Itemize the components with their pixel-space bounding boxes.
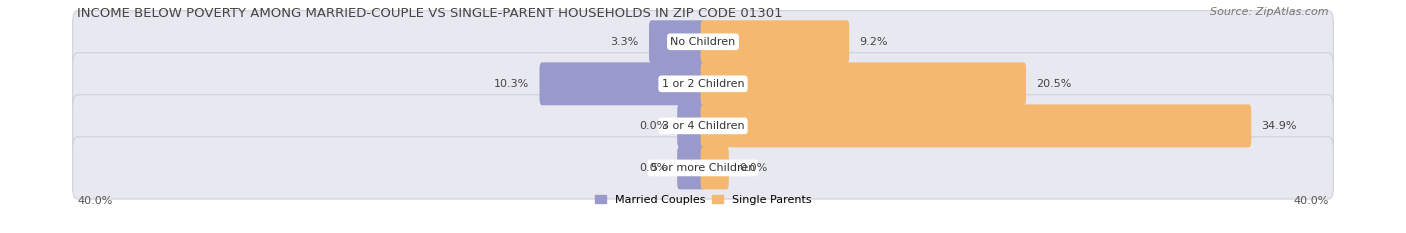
FancyBboxPatch shape <box>73 11 1333 73</box>
FancyBboxPatch shape <box>73 137 1333 199</box>
Text: 34.9%: 34.9% <box>1261 121 1296 131</box>
FancyBboxPatch shape <box>73 53 1333 115</box>
Text: 5 or more Children: 5 or more Children <box>651 163 755 173</box>
FancyBboxPatch shape <box>678 147 706 189</box>
Text: 40.0%: 40.0% <box>1294 196 1329 206</box>
FancyBboxPatch shape <box>73 95 1333 157</box>
Text: 10.3%: 10.3% <box>494 79 530 89</box>
Text: 20.5%: 20.5% <box>1036 79 1071 89</box>
Text: 0.0%: 0.0% <box>740 163 768 173</box>
Text: 1 or 2 Children: 1 or 2 Children <box>662 79 744 89</box>
Legend: Married Couples, Single Parents: Married Couples, Single Parents <box>595 195 811 205</box>
FancyBboxPatch shape <box>700 104 1251 147</box>
FancyBboxPatch shape <box>678 104 706 147</box>
FancyBboxPatch shape <box>700 20 849 63</box>
Text: 0.0%: 0.0% <box>638 121 666 131</box>
Text: 3.3%: 3.3% <box>610 37 638 47</box>
FancyBboxPatch shape <box>700 147 728 189</box>
Text: 3 or 4 Children: 3 or 4 Children <box>662 121 744 131</box>
Text: 0.0%: 0.0% <box>638 163 666 173</box>
Text: No Children: No Children <box>671 37 735 47</box>
Text: Source: ZipAtlas.com: Source: ZipAtlas.com <box>1211 7 1329 17</box>
Text: 40.0%: 40.0% <box>77 196 112 206</box>
FancyBboxPatch shape <box>700 62 1026 105</box>
FancyBboxPatch shape <box>650 20 706 63</box>
Text: INCOME BELOW POVERTY AMONG MARRIED-COUPLE VS SINGLE-PARENT HOUSEHOLDS IN ZIP COD: INCOME BELOW POVERTY AMONG MARRIED-COUPL… <box>77 7 783 20</box>
FancyBboxPatch shape <box>540 62 706 105</box>
Text: 9.2%: 9.2% <box>859 37 889 47</box>
